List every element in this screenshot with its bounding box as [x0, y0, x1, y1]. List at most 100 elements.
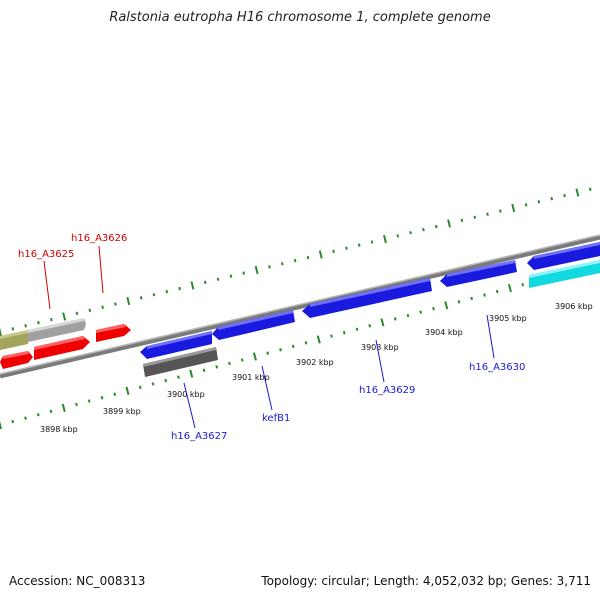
tick-label: 3900 kbp	[167, 390, 205, 399]
outer-tick-mark	[563, 193, 566, 198]
outer-tick-mark	[345, 246, 348, 250]
inner-tick-mark	[189, 369, 194, 378]
outer-tick-mark	[37, 320, 40, 325]
feature-gray-h16-A3625[interactable]	[28, 318, 86, 342]
tick-label: 3899 kbp	[103, 407, 141, 416]
inner-tick-track	[0, 262, 600, 430]
inner-tick-mark	[113, 392, 117, 396]
leader-line-kefB1	[261, 365, 273, 411]
outer-tick-mark	[524, 203, 528, 207]
outer-tick-mark	[152, 293, 156, 297]
inner-tick-mark	[291, 344, 295, 349]
inner-tick-mark	[406, 313, 410, 318]
inner-tick-mark	[470, 296, 474, 301]
outer-tick-mark	[88, 308, 92, 313]
inner-tick-mark	[24, 416, 27, 420]
outer-tick-mark	[101, 305, 104, 309]
outer-tick-mark	[24, 324, 27, 328]
outer-tick-mark	[293, 258, 297, 263]
inner-tick-mark	[11, 419, 15, 424]
outer-tick-mark	[460, 218, 464, 223]
outer-tick-mark	[190, 281, 195, 290]
tick-label: 3898 kbp	[40, 425, 78, 434]
outer-tick-track	[0, 187, 592, 337]
outer-tick-mark	[511, 203, 516, 213]
feature-blue-h16-A3630[interactable]	[440, 260, 517, 287]
inner-tick-mark	[266, 351, 270, 355]
gene-label-h16-A3625[interactable]: h16_A3625	[18, 249, 74, 260]
gene-label-h16-A3627[interactable]: h16_A3627	[171, 431, 227, 442]
feature-red-small[interactable]	[96, 324, 131, 342]
feature-blue-kefB1[interactable]	[212, 310, 295, 340]
tick-label: 3905 kbp	[489, 314, 527, 323]
gene-label-h16-A3626[interactable]: h16_A3626	[71, 233, 127, 244]
outer-tick-mark	[229, 274, 233, 278]
inner-tick-mark	[151, 382, 155, 386]
tick-label: 3902 kbp	[296, 358, 334, 367]
outer-tick-mark	[11, 327, 15, 331]
inner-tick-mark	[138, 385, 142, 390]
feature-olive[interactable]	[0, 330, 28, 350]
feature-blue-right[interactable]	[527, 242, 600, 270]
feature-blue-1[interactable]	[140, 331, 212, 359]
outer-tick-mark	[318, 250, 323, 259]
inner-tick-mark	[393, 317, 397, 321]
gene-label-kefB1[interactable]: kefB1	[262, 413, 290, 424]
feature-cyan-rna[interactable]	[529, 260, 600, 288]
inner-tick-mark	[304, 341, 308, 345]
outer-tick-mark	[575, 188, 580, 197]
gene-label-h16-A3630[interactable]: h16_A3630	[469, 362, 525, 373]
leader-line-h16-A3627	[183, 382, 196, 429]
inner-tick-mark	[330, 334, 333, 338]
inner-tick-mark	[36, 413, 40, 417]
outer-tick-mark	[139, 296, 143, 300]
inner-tick-mark	[75, 402, 78, 407]
inner-tick-mark	[61, 403, 66, 413]
feature-dark-h16-A3627[interactable]	[143, 347, 218, 377]
backbone-highlight	[0, 234, 600, 375]
tick-label: 3901 kbp	[232, 373, 270, 382]
inner-tick-mark	[521, 283, 525, 287]
outer-tick-mark	[409, 231, 412, 235]
inner-tick-mark	[507, 284, 512, 293]
inner-tick-mark	[164, 378, 168, 383]
accession-text: Accession: NC_008313	[9, 574, 146, 588]
inner-tick-mark	[240, 358, 244, 362]
leader-line-h16-A3630	[486, 314, 495, 359]
outer-tick-mark	[422, 227, 425, 232]
leader-line-h16-A3625	[43, 260, 51, 310]
inner-tick-mark	[355, 327, 359, 331]
outer-tick-mark	[0, 327, 2, 337]
inner-tick-mark	[380, 318, 385, 327]
inner-tick-mark	[279, 348, 282, 352]
outer-tick-mark	[550, 196, 554, 201]
leader-line-h16-A3626	[98, 245, 104, 294]
inner-tick-mark	[419, 310, 423, 314]
inner-tick-mark	[177, 375, 180, 379]
tick-label: 3903 kbp	[361, 343, 399, 352]
outer-tick-mark	[306, 255, 310, 260]
outer-tick-mark	[280, 262, 284, 266]
inner-tick-mark	[87, 399, 91, 403]
inner-tick-mark	[215, 365, 219, 369]
feature-red-h16-A3626[interactable]	[34, 336, 90, 360]
outer-tick-mark	[434, 224, 438, 229]
outer-tick-mark	[499, 209, 502, 213]
inner-tick-mark	[342, 330, 346, 335]
tick-label-group: 3898 kbp 3899 kbp 3900 kbp 3901 kbp 3902…	[40, 302, 593, 434]
outer-tick-mark	[357, 243, 361, 247]
outer-tick-mark	[332, 249, 335, 254]
outer-tick-mark	[75, 311, 79, 316]
outer-tick-mark	[588, 187, 592, 192]
outer-tick-mark	[126, 296, 131, 306]
feature-red-left[interactable]	[0, 351, 33, 369]
outer-tick-mark	[178, 286, 181, 291]
leader-line-h16-A3629	[375, 339, 385, 383]
outer-tick-mark	[242, 271, 246, 275]
feature-blue-h16-A3629[interactable]	[302, 278, 432, 318]
inner-tick-mark	[100, 395, 104, 400]
inner-tick-mark	[368, 324, 372, 328]
gene-label-h16-A3629[interactable]: h16_A3629	[359, 385, 415, 396]
inner-tick-mark	[432, 306, 435, 311]
